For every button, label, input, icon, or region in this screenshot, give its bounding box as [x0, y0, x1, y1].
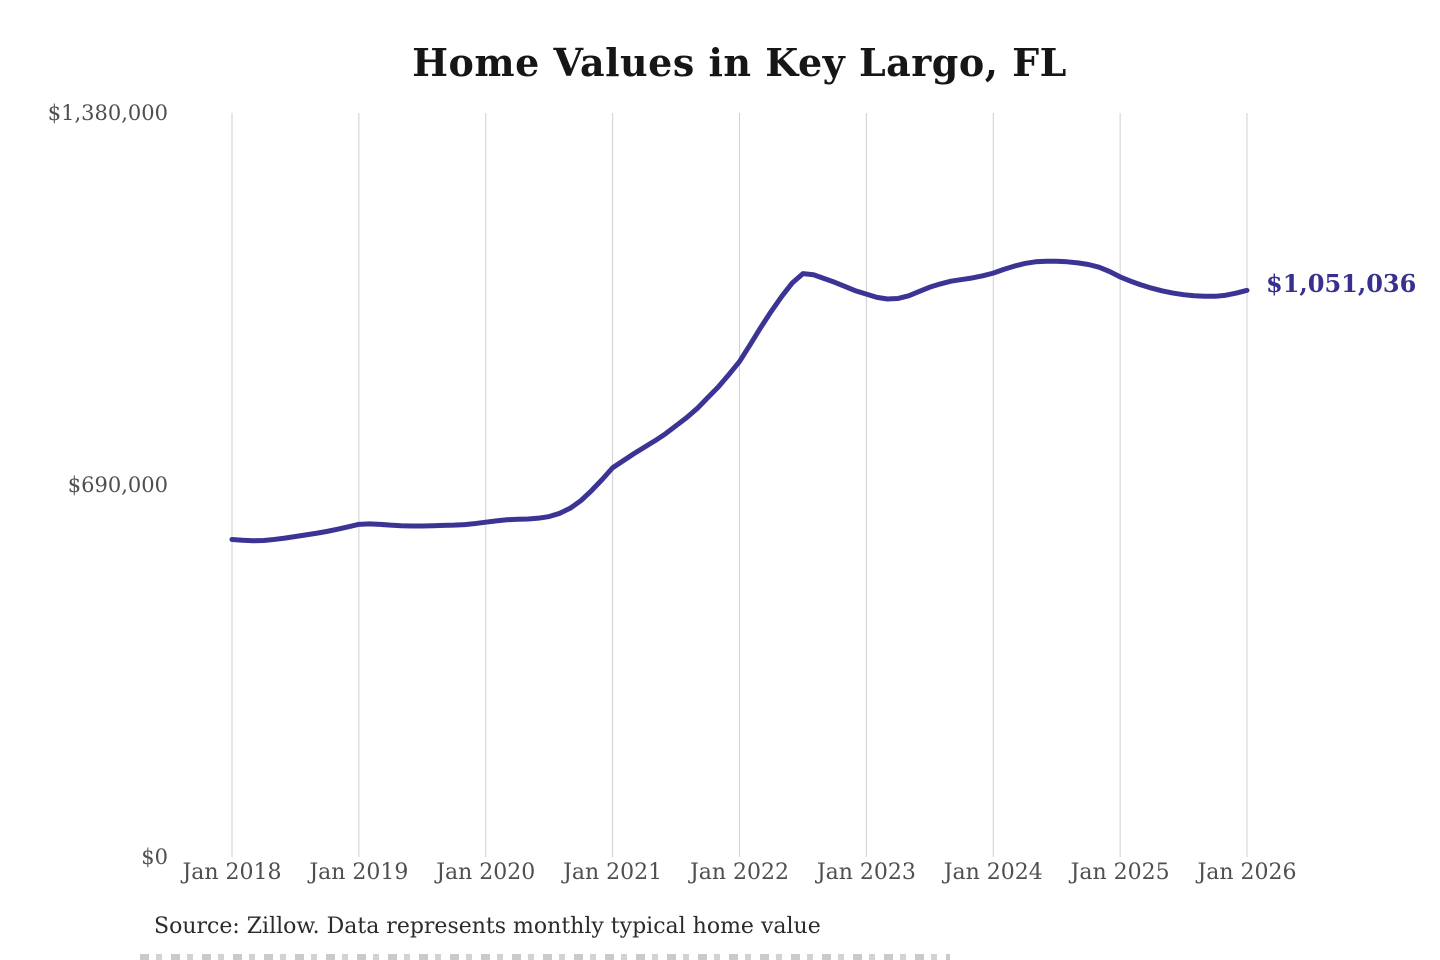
x-axis-tick-label: Jan 2021 — [563, 860, 663, 885]
latest-value-label: $1,051,036 — [1266, 269, 1417, 298]
y-axis-tick-label-middle: $690,000 — [67, 473, 168, 497]
home-value-line — [229, 258, 1250, 544]
y-axis-tick-label-bottom: $0 — [141, 845, 168, 869]
source-note: Source: Zillow. Data represents monthly … — [154, 914, 821, 939]
x-axis-tick-label: Jan 2025 — [1070, 860, 1170, 885]
x-axis-tick-label: Jan 2023 — [816, 860, 916, 885]
x-axis-tick-label: Jan 2020 — [436, 860, 536, 885]
gridlines — [231, 113, 1248, 857]
x-axis-tick-label: Jan 2026 — [1197, 860, 1297, 885]
x-axis-tick-label: Jan 2024 — [943, 860, 1043, 885]
chart-title: Home Values in Key Largo, FL — [412, 40, 1067, 85]
x-axis-tick-label: Jan 2019 — [309, 860, 409, 885]
cut-off-text-row — [140, 954, 950, 960]
x-axis-tick-label: Jan 2022 — [689, 860, 790, 885]
y-axis-tick-label-top: $1,380,000 — [47, 101, 168, 125]
x-axis-tick-label: Jan 2018 — [182, 860, 282, 885]
